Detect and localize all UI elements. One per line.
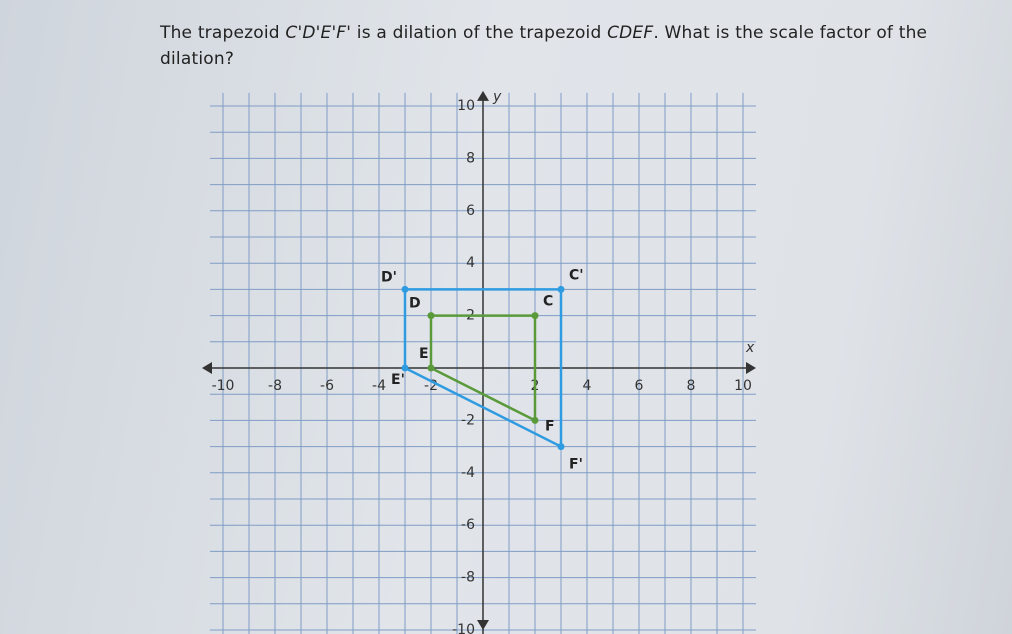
vertex: [427, 364, 435, 372]
vertex: [557, 443, 565, 451]
vertex-label: D: [409, 296, 421, 312]
vertex: [531, 416, 539, 424]
x-tick-label: 10: [734, 378, 752, 394]
vertex: [401, 364, 409, 372]
question-text: . What is the scale factor of the dilati…: [160, 23, 928, 69]
vertex-label: C: [543, 294, 553, 310]
y-tick-label: 6: [466, 203, 475, 219]
arrow: [477, 620, 489, 630]
x-tick-label: 4: [583, 378, 592, 394]
y-tick-label: -6: [461, 517, 475, 533]
y-tick-label: -4: [461, 465, 475, 481]
vertex-label: C': [569, 267, 584, 283]
vertex-label: F: [545, 418, 555, 434]
question-shape: C'D'E'F': [285, 23, 352, 43]
vertex: [427, 312, 435, 320]
x-tick-label: -4: [372, 378, 386, 394]
question: The trapezoid C'D'E'F' is a dilation of …: [160, 20, 950, 72]
y-tick-label: -8: [461, 570, 475, 586]
x-tick-label: -10: [212, 378, 235, 394]
y-axis-label: y: [492, 89, 502, 105]
y-tick-label: -10: [452, 622, 475, 634]
question-text: The trapezoid: [160, 23, 286, 43]
y-tick-label: 8: [466, 150, 475, 166]
x-axis-label: x: [745, 340, 755, 356]
x-tick-label: -8: [268, 378, 282, 394]
y-tick-label: 4: [466, 255, 475, 271]
question-shape: CDEF: [607, 23, 654, 43]
x-tick-label: -6: [320, 378, 334, 394]
arrow: [477, 90, 489, 101]
vertex: [557, 285, 565, 293]
question-text: is a dilation of the trapezoid: [351, 23, 608, 43]
vertex-label: E': [391, 372, 405, 388]
vertex-label: F': [569, 457, 583, 473]
arrow: [202, 362, 212, 374]
vertex: [401, 285, 409, 293]
vertex-label: E: [419, 346, 429, 362]
arrow: [746, 362, 756, 374]
vertex-label: D': [381, 269, 397, 285]
x-tick-label: 6: [635, 378, 644, 394]
x-tick-label: 8: [687, 378, 696, 394]
y-tick-label: 10: [457, 98, 475, 114]
y-tick-label: -2: [461, 412, 475, 428]
vertex: [531, 312, 539, 320]
